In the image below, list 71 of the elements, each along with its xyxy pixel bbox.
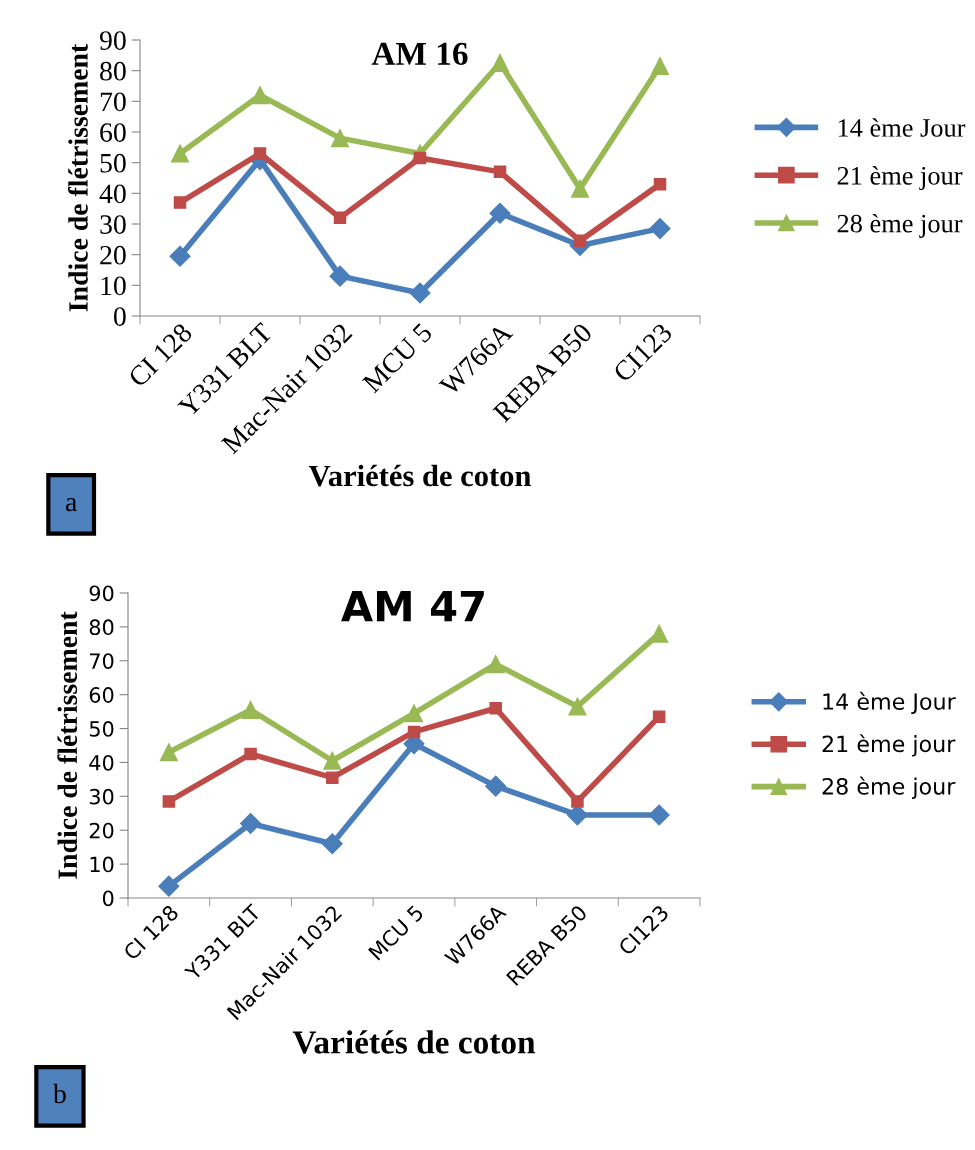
point bbox=[486, 655, 505, 674]
point bbox=[409, 282, 431, 304]
point bbox=[329, 265, 351, 287]
y-tick-label: 80 bbox=[89, 619, 114, 636]
legend-label: 14 ème Jour bbox=[823, 691, 956, 715]
legend-label: 28 ème jour bbox=[837, 213, 963, 238]
y-tick-label: 70 bbox=[90, 653, 114, 669]
chart-title: AM 16 bbox=[371, 42, 468, 66]
point bbox=[244, 747, 257, 761]
y-tick-label: 10 bbox=[90, 856, 114, 873]
y-tick-label: 50 bbox=[89, 721, 114, 737]
point bbox=[404, 704, 424, 723]
point bbox=[649, 218, 671, 240]
point bbox=[241, 700, 260, 719]
y-tick-label: 40 bbox=[89, 754, 114, 771]
point bbox=[648, 804, 670, 826]
y-tick-label: 70 bbox=[100, 92, 126, 112]
y-tick-label: 10 bbox=[101, 276, 126, 296]
point bbox=[493, 165, 507, 179]
point bbox=[570, 179, 590, 198]
point bbox=[571, 795, 584, 808]
y-tick-label: 60 bbox=[89, 687, 114, 703]
y-axis-title: Indice de flétrissement bbox=[57, 611, 78, 879]
y-tick-label: 20 bbox=[100, 245, 126, 265]
point bbox=[250, 86, 270, 105]
point bbox=[240, 812, 262, 834]
x-axis-title: Variétés de coton bbox=[308, 464, 531, 487]
x-tick-label: CI 128 bbox=[122, 904, 180, 961]
point bbox=[407, 725, 421, 739]
point bbox=[326, 771, 339, 784]
text: b bbox=[53, 1083, 66, 1104]
y-tick-label: 90 bbox=[99, 31, 126, 50]
point bbox=[330, 129, 350, 148]
point bbox=[169, 245, 191, 267]
point bbox=[333, 211, 347, 225]
point bbox=[652, 710, 666, 723]
x-tick-label: CI 128 bbox=[127, 322, 194, 388]
point bbox=[321, 833, 343, 855]
point bbox=[653, 177, 667, 191]
y-tick-label: 80 bbox=[100, 61, 126, 81]
point bbox=[158, 875, 180, 897]
y-tick-label: 30 bbox=[89, 788, 114, 805]
y-axis-title: Indice de flétrissement bbox=[68, 43, 88, 312]
point bbox=[650, 57, 670, 76]
point bbox=[568, 697, 587, 716]
x-axis-title: Variétés de coton bbox=[292, 1030, 536, 1054]
y-tick-label: 0 bbox=[102, 890, 114, 907]
legend-label: 21 ème jour bbox=[822, 734, 956, 757]
y-tick-label: 50 bbox=[100, 153, 126, 173]
point bbox=[159, 743, 178, 762]
y-tick-label: 60 bbox=[100, 123, 126, 142]
point bbox=[573, 234, 587, 248]
y-tick-label: 30 bbox=[100, 215, 126, 234]
point bbox=[485, 775, 507, 797]
point bbox=[162, 795, 176, 808]
point bbox=[489, 202, 511, 224]
y-tick-label: 90 bbox=[89, 585, 114, 602]
legend-label: 21 ème jour bbox=[837, 166, 963, 191]
text: a bbox=[65, 497, 77, 512]
point bbox=[489, 701, 502, 715]
y-tick-label: 20 bbox=[89, 822, 114, 839]
point bbox=[170, 144, 190, 163]
chart-title: AM 47 bbox=[341, 590, 484, 622]
point bbox=[323, 751, 342, 770]
point bbox=[253, 147, 267, 160]
point bbox=[490, 53, 510, 73]
legend-label: 28 ème jour bbox=[822, 776, 956, 800]
legend-label: 14 ème Jour bbox=[838, 118, 966, 137]
y-tick-label: 40 bbox=[99, 184, 126, 204]
point bbox=[173, 196, 187, 209]
y-tick-label: 0 bbox=[113, 307, 126, 326]
